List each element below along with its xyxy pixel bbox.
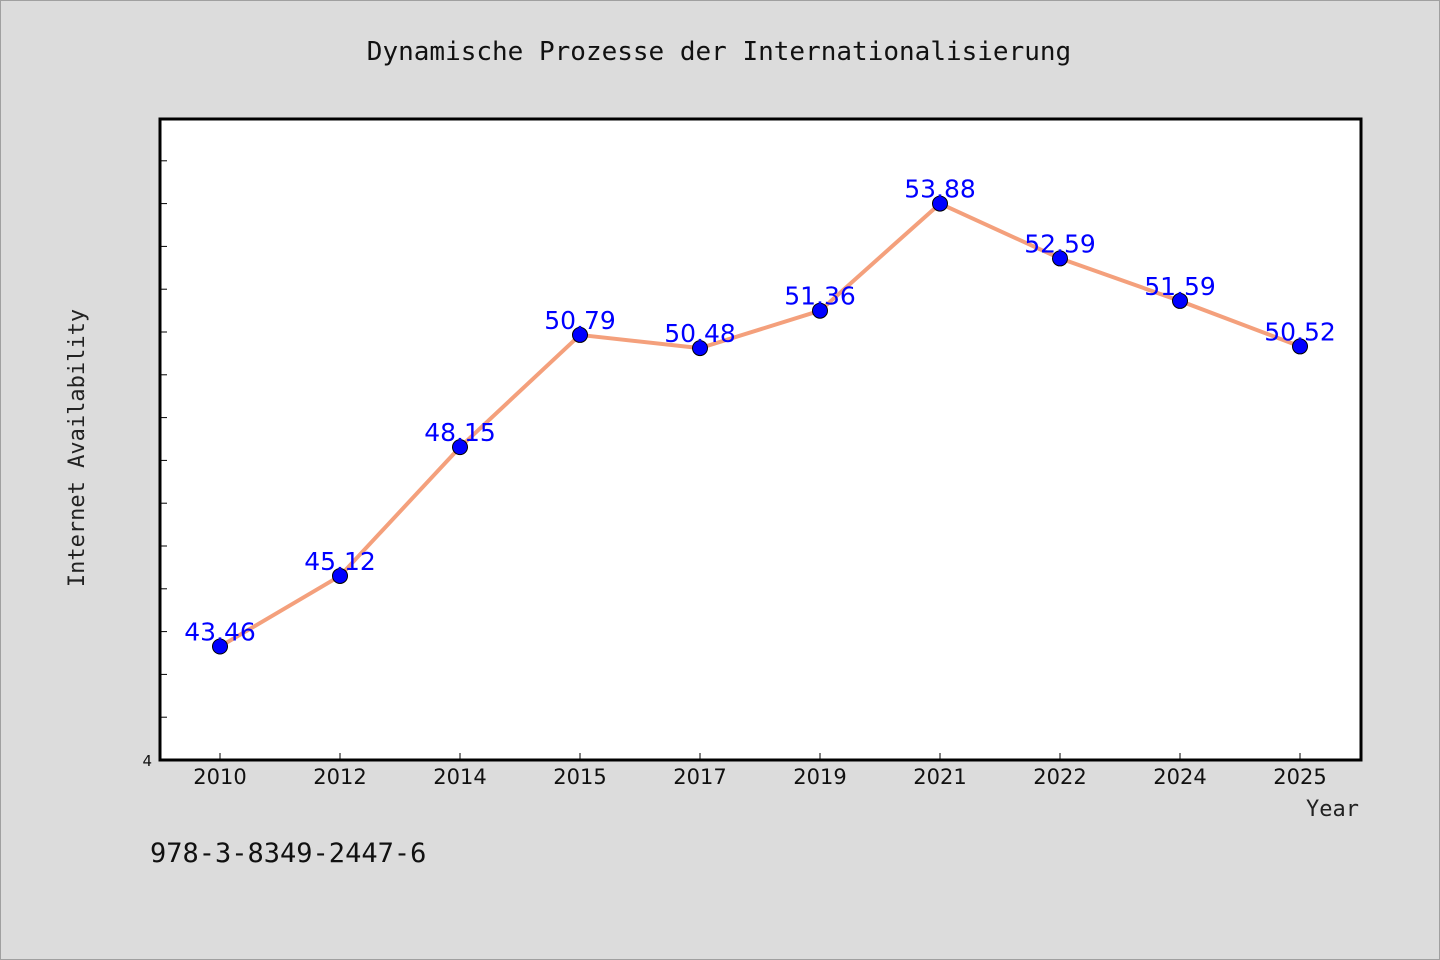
y-axis-label: Internet Availability xyxy=(65,309,90,587)
data-point xyxy=(932,195,948,212)
data-label: 53.88 xyxy=(904,175,976,204)
data-label: 50.79 xyxy=(544,306,616,335)
x-tick-label: 2019 xyxy=(793,765,846,789)
data-point xyxy=(1292,338,1308,355)
data-label: 48.15 xyxy=(424,418,496,447)
series-line xyxy=(218,201,1301,649)
data-label: 52.59 xyxy=(1024,229,1096,258)
data-point xyxy=(1052,250,1068,267)
x-tick-label: 2014 xyxy=(433,765,486,789)
x-tick-label: 2010 xyxy=(193,765,246,789)
data-point xyxy=(572,326,588,343)
data-label: 50.48 xyxy=(664,319,736,348)
x-tick-label: 2022 xyxy=(1033,765,1086,789)
data-label: 51.36 xyxy=(784,282,856,311)
data-label: 51.59 xyxy=(1144,272,1216,301)
data-label: 43.46 xyxy=(184,618,256,647)
data-point xyxy=(332,567,348,584)
data-series: 43.46 45.12 48.15 50.79 50.48 51.36 53.88 52.59… xyxy=(184,175,1336,655)
data-label: 45.12 xyxy=(304,547,376,576)
plot-area xyxy=(158,117,1363,762)
x-tick-label: 2021 xyxy=(913,765,966,789)
data-label: 50.52 xyxy=(1264,317,1336,346)
y-tick-label: 4 xyxy=(142,752,152,770)
data-point xyxy=(812,302,828,319)
x-axis-ticks: 2010 2012 2014 2015 2017 2019 2021 2022 2024 2025 xyxy=(193,753,1327,789)
x-tick-label: 2015 xyxy=(553,765,606,789)
chart-title: Dynamische Prozesse der Internationalisi… xyxy=(367,37,1071,67)
x-tick-label: 2017 xyxy=(673,765,726,789)
data-point xyxy=(212,638,228,655)
data-point xyxy=(452,439,468,456)
x-tick-label: 2012 xyxy=(313,765,366,789)
x-tick-label: 2024 xyxy=(1153,765,1206,789)
isbn-text: 978-3-8349-2447-6 xyxy=(150,838,426,869)
y-axis-ticks xyxy=(160,160,167,761)
data-point xyxy=(692,340,708,357)
data-point xyxy=(1172,292,1188,309)
x-axis-label: Year xyxy=(1306,797,1359,822)
x-tick-label: 2025 xyxy=(1273,765,1326,789)
